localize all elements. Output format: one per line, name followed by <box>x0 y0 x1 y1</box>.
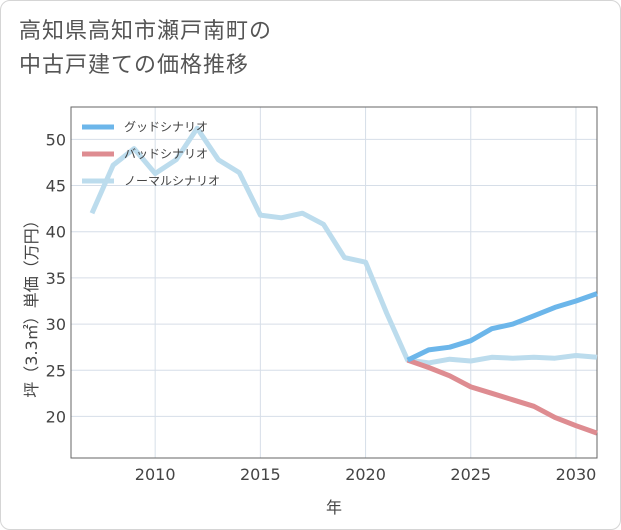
y-axis-label: 坪（3.3㎡）単価（万円） <box>22 212 41 397</box>
y-tick-label: 35 <box>46 269 66 288</box>
chart-title: 高知県高知市瀬戸南町の 中古戸建ての価格推移 <box>19 15 609 83</box>
y-tick-label: 50 <box>46 130 66 149</box>
y-tick-label: 25 <box>46 361 66 380</box>
legend-label-1: バッドシナリオ <box>124 147 208 161</box>
y-tick-labels: 20 25 30 35 40 45 50 <box>46 130 66 426</box>
series-layer <box>89 125 598 436</box>
x-tick-label: 2020 <box>345 465 386 484</box>
chart-title-line-1: 高知県高知市瀬戸南町の <box>19 19 273 44</box>
x-tick-label: 2030 <box>556 465 597 484</box>
y-tick-label: 45 <box>46 177 66 196</box>
plot-area-border <box>70 106 598 459</box>
series-line-2 <box>89 125 598 366</box>
x-tick-label: 2010 <box>135 465 176 484</box>
series-line-0 <box>406 291 598 363</box>
y-tick-label: 30 <box>46 315 66 334</box>
chart-title-line-2: 中古戸建ての価格推移 <box>19 53 250 78</box>
x-axis-label: 年 <box>326 498 342 517</box>
y-tick-label: 40 <box>46 223 66 242</box>
series-line-1 <box>406 357 598 436</box>
x-tick-label: 2025 <box>450 465 491 484</box>
y-tick-label: 20 <box>46 407 66 426</box>
x-tick-label: 2015 <box>240 465 281 484</box>
legend-label-2: ノーマルシナリオ <box>124 174 220 188</box>
legend-label-0: グッドシナリオ <box>124 120 208 134</box>
x-tick-labels: 2010 2015 2020 2025 2030 <box>135 465 597 484</box>
